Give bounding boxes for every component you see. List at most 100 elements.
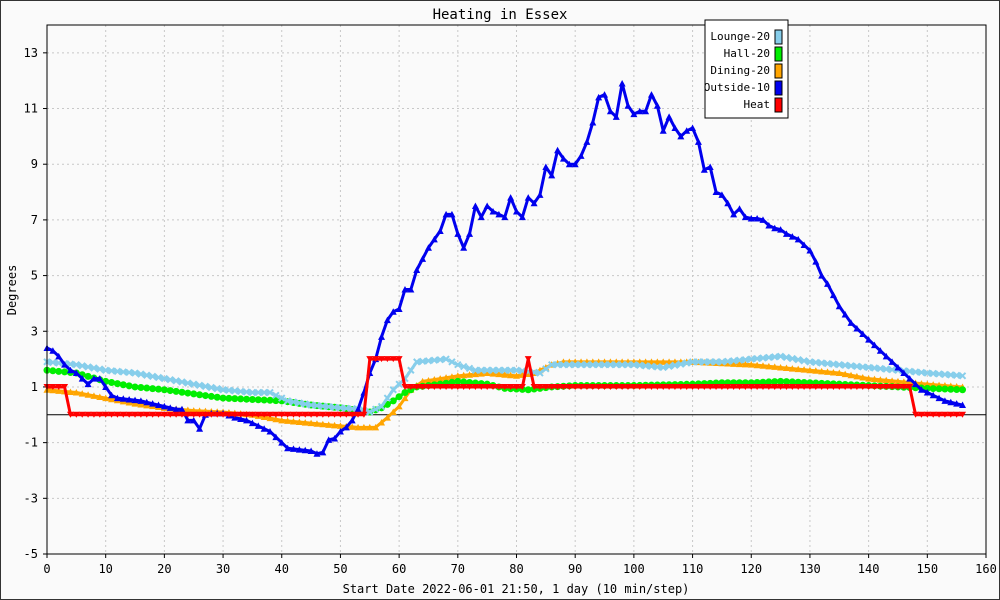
data-point <box>131 383 139 391</box>
data-point <box>548 360 556 369</box>
data-point <box>266 411 274 418</box>
data-point <box>383 414 391 421</box>
data-point <box>149 385 157 393</box>
data-point <box>759 383 767 390</box>
data-point <box>759 354 767 362</box>
data-point <box>817 359 826 367</box>
data-point <box>683 127 691 134</box>
data-point <box>125 411 133 418</box>
data-point <box>554 383 562 390</box>
data-point <box>900 369 908 377</box>
data-point <box>313 411 321 418</box>
data-point <box>741 355 750 364</box>
data-point <box>383 394 392 402</box>
data-point <box>436 383 444 390</box>
data-point <box>319 411 327 418</box>
data-point <box>172 405 180 413</box>
data-point <box>513 383 520 390</box>
data-point <box>178 405 186 413</box>
data-point <box>49 358 57 367</box>
data-point <box>90 364 98 372</box>
data-point <box>782 364 790 372</box>
data-point <box>788 233 796 240</box>
data-point <box>730 210 738 218</box>
data-point <box>442 374 450 381</box>
data-point <box>407 383 415 390</box>
data-point <box>389 386 397 394</box>
data-point <box>172 377 180 385</box>
data-point <box>806 247 814 254</box>
data-point <box>712 188 720 196</box>
data-point <box>342 404 351 413</box>
data-point <box>383 316 391 324</box>
data-point <box>413 266 421 274</box>
data-point <box>694 383 702 390</box>
data-point <box>771 378 779 386</box>
data-point <box>712 383 720 390</box>
data-point <box>524 386 532 394</box>
data-point <box>595 383 603 390</box>
data-point <box>923 389 931 396</box>
data-point <box>108 395 116 403</box>
data-point <box>841 361 849 369</box>
data-point <box>665 113 673 120</box>
data-point <box>935 370 943 378</box>
data-point <box>923 411 931 418</box>
data-point <box>501 371 509 378</box>
data-point <box>248 411 256 418</box>
data-point <box>55 367 63 375</box>
data-point <box>166 411 174 418</box>
data-point <box>782 383 790 390</box>
data-point <box>671 361 679 369</box>
legend-box <box>704 19 789 119</box>
data-point <box>278 439 286 446</box>
data-point <box>782 230 790 237</box>
data-point <box>677 383 685 390</box>
data-point <box>718 191 726 198</box>
data-point <box>718 358 726 366</box>
data-point <box>195 381 204 389</box>
data-point <box>841 311 849 318</box>
data-point <box>96 393 104 400</box>
data-point <box>466 371 474 378</box>
data-point <box>724 357 732 366</box>
data-point <box>507 194 515 201</box>
data-point <box>354 411 362 418</box>
data-point <box>812 383 820 390</box>
data-point <box>647 91 655 98</box>
legend-swatch-dining-20 <box>774 63 783 79</box>
data-point <box>606 107 614 115</box>
data-point <box>906 383 914 390</box>
x-tick-label: 70 <box>451 562 465 576</box>
data-point <box>313 450 321 457</box>
data-point <box>430 235 438 243</box>
data-point <box>460 378 468 386</box>
data-point <box>225 411 233 418</box>
data-point <box>137 411 145 418</box>
data-point <box>577 360 585 369</box>
data-point <box>894 377 902 385</box>
data-point <box>178 411 186 418</box>
data-point <box>612 360 620 369</box>
series-outside-10 <box>43 79 967 457</box>
data-point <box>66 411 74 418</box>
data-point <box>266 427 274 435</box>
data-point <box>847 371 855 379</box>
data-point <box>419 377 427 385</box>
y-tick-label: 9 <box>31 157 38 171</box>
data-point <box>260 425 268 432</box>
data-point <box>49 347 57 354</box>
y-tick-label: 11 <box>24 102 38 116</box>
data-point <box>319 448 327 456</box>
data-point <box>113 380 121 388</box>
data-point <box>689 383 697 390</box>
data-point <box>483 383 491 390</box>
data-point <box>958 372 967 380</box>
data-point <box>589 383 597 390</box>
data-point <box>78 411 86 418</box>
x-axis-label: Start Date 2022-06-01 21:50, 1 day (10 m… <box>343 582 690 596</box>
data-point <box>859 363 867 371</box>
data-point <box>489 383 497 390</box>
data-point <box>835 302 843 310</box>
data-point <box>119 395 127 402</box>
